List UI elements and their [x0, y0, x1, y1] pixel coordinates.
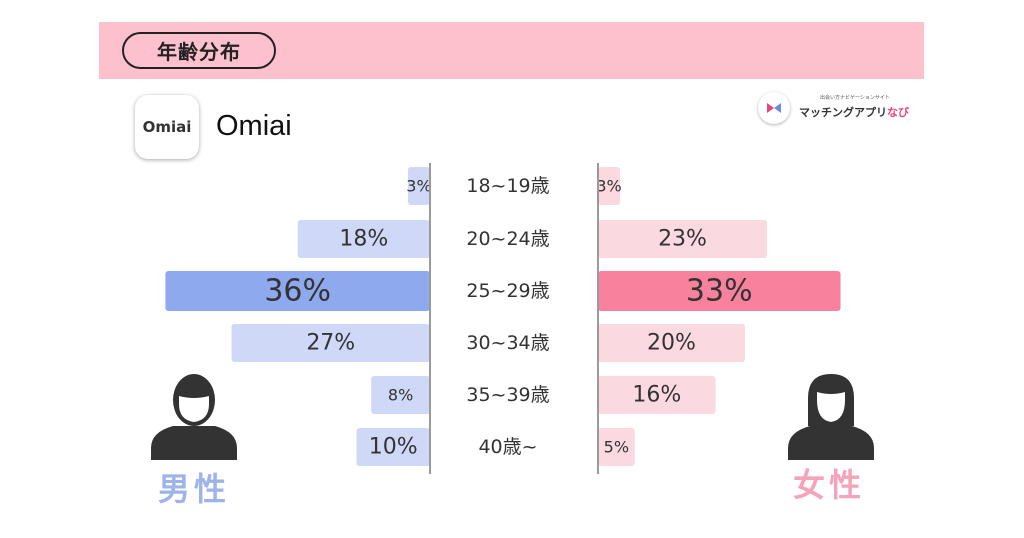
- page-title: 年齢分布: [122, 32, 276, 69]
- male-bar: [371, 376, 430, 414]
- female-value-label: 20%: [647, 331, 696, 356]
- brand-name-main: マッチングアプリ: [799, 106, 887, 119]
- male-bar: [356, 428, 430, 466]
- female-person-icon: [788, 374, 874, 460]
- age-category-label: 20~24歳: [466, 228, 549, 250]
- age-category-label: 25~29歳: [466, 280, 549, 302]
- age-category-label: 18~19歳: [466, 175, 549, 197]
- app-name: Omiai: [216, 110, 292, 142]
- header-band: [99, 22, 924, 79]
- app-icon-text: Omiai: [142, 118, 192, 136]
- age-category-label: 35~39歳: [466, 384, 549, 406]
- male-bar: [407, 167, 430, 205]
- female-bar: [598, 324, 745, 362]
- brand-name-accent: なび: [887, 106, 909, 119]
- female-value-label: 23%: [658, 227, 707, 252]
- male-value-label: 10%: [369, 435, 418, 460]
- female-bar: [598, 428, 635, 466]
- male-value-label: 36%: [264, 274, 331, 309]
- age-category-label: 40歳~: [478, 436, 537, 458]
- brand-name: マッチングアプリなび: [799, 104, 909, 120]
- male-value-label: 18%: [339, 227, 388, 252]
- female-bar: [598, 167, 621, 205]
- female-value-label: 33%: [686, 274, 753, 309]
- male-bar: [231, 324, 430, 362]
- male-value-label: 3%: [406, 177, 431, 196]
- male-person-icon: [151, 374, 237, 460]
- female-value-label: 16%: [632, 383, 681, 408]
- male-value-label: 8%: [388, 386, 413, 405]
- female-value-label: 3%: [596, 177, 621, 196]
- female-legend: 女性: [793, 466, 866, 504]
- female-bar: [598, 220, 768, 258]
- female-bar: [598, 376, 716, 414]
- male-value-label: 27%: [306, 331, 355, 356]
- brand-tagline: 出会い方ナビゲーションサイト: [820, 95, 890, 101]
- omiai-app-icon: Omiai: [135, 95, 199, 159]
- male-bar: [297, 220, 430, 258]
- female-value-label: 5%: [604, 438, 629, 457]
- brand-logo-icon: [758, 92, 790, 124]
- female-bar: [598, 271, 841, 311]
- age-category-label: 30~34歳: [466, 332, 549, 354]
- male-bar: [165, 271, 430, 311]
- male-legend: 男性: [158, 470, 231, 508]
